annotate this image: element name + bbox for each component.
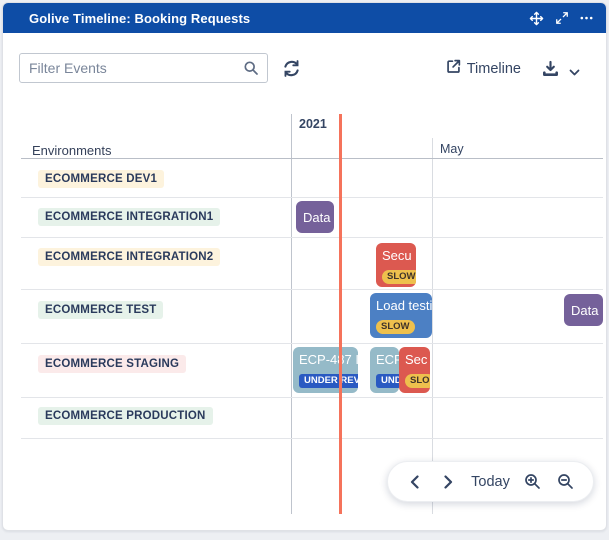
event-card-data-test[interactable]: Data	[564, 294, 603, 326]
expand-icon[interactable]	[554, 11, 569, 26]
event-card-load-testing[interactable]: Load testi SLOW	[370, 293, 432, 338]
grid-line-may	[432, 138, 433, 514]
event-title: Secu	[382, 248, 412, 263]
grid-line-april	[291, 114, 292, 514]
event-card-security-integration2[interactable]: Secu SLOW	[376, 243, 416, 287]
event-title: Sec	[405, 352, 428, 367]
env-label-integration1[interactable]: ECOMMERCE INTEGRATION1	[38, 208, 221, 226]
page-title: Golive Timeline: Booking Requests	[29, 10, 251, 26]
event-title: ECP-487 I	[299, 352, 358, 367]
row-divider	[21, 237, 603, 238]
header-divider	[21, 158, 603, 159]
move-icon[interactable]	[529, 11, 544, 26]
env-label-production[interactable]: ECOMMERCE PRODUCTION	[38, 407, 213, 425]
event-title: Data	[303, 209, 331, 225]
status-badge: SLO	[405, 374, 430, 388]
search-icon[interactable]	[243, 60, 267, 76]
env-label-dev1[interactable]: ECOMMERCE DEV1	[38, 170, 165, 188]
env-label-staging[interactable]: ECOMMERCE STAGING	[38, 355, 187, 373]
today-marker-line	[339, 114, 342, 514]
zoom-out-icon[interactable]	[556, 472, 576, 492]
status-badge: SLOW	[376, 320, 415, 334]
filter-events-field	[19, 53, 268, 83]
env-label-test[interactable]: ECOMMERCE TEST	[38, 301, 164, 319]
event-card-ecp-staging[interactable]: ECP UND	[370, 347, 399, 393]
year-label: 2021	[299, 117, 327, 131]
event-card-ecp487-staging[interactable]: ECP-487 I UNDER REV	[293, 347, 358, 393]
header-icons	[529, 11, 606, 26]
environments-column-header: Environments	[32, 143, 112, 158]
timeline-link-label: Timeline	[466, 61, 521, 77]
chevron-left-icon[interactable]	[405, 472, 425, 492]
open-timeline-link[interactable]: Timeline	[445, 58, 521, 80]
download-icon[interactable]	[541, 59, 561, 79]
row-divider	[21, 197, 603, 198]
filter-events-input[interactable]	[20, 54, 243, 82]
chevron-down-icon[interactable]	[569, 64, 581, 76]
status-badge: UNDER REV	[299, 374, 358, 388]
event-title: Data	[571, 302, 599, 318]
status-badge: SLOW	[382, 270, 416, 284]
month-label: May	[440, 142, 464, 156]
env-label-integration2[interactable]: ECOMMERCE INTEGRATION2	[38, 248, 221, 266]
row-divider	[21, 438, 603, 439]
event-card-data-integration1[interactable]: Data	[296, 201, 334, 233]
gadget-header: Golive Timeline: Booking Requests	[3, 3, 606, 33]
chevron-right-icon[interactable]	[438, 472, 458, 492]
row-divider	[21, 289, 603, 290]
more-icon[interactable]	[579, 11, 594, 26]
refresh-icon[interactable]	[280, 57, 302, 79]
external-link-icon	[445, 58, 462, 80]
status-badge: UND	[376, 374, 399, 388]
event-title: Load testi	[376, 298, 432, 313]
timeline-nav-toolbar: Today	[387, 461, 594, 502]
zoom-in-icon[interactable]	[523, 472, 543, 492]
today-button[interactable]: Today	[471, 473, 510, 490]
row-divider	[21, 397, 603, 398]
event-card-security-staging[interactable]: Sec SLO	[399, 347, 430, 393]
event-title: ECP	[376, 352, 399, 367]
row-divider	[21, 343, 603, 344]
gadget-card: Golive Timeline: Booking Requests	[2, 2, 607, 531]
